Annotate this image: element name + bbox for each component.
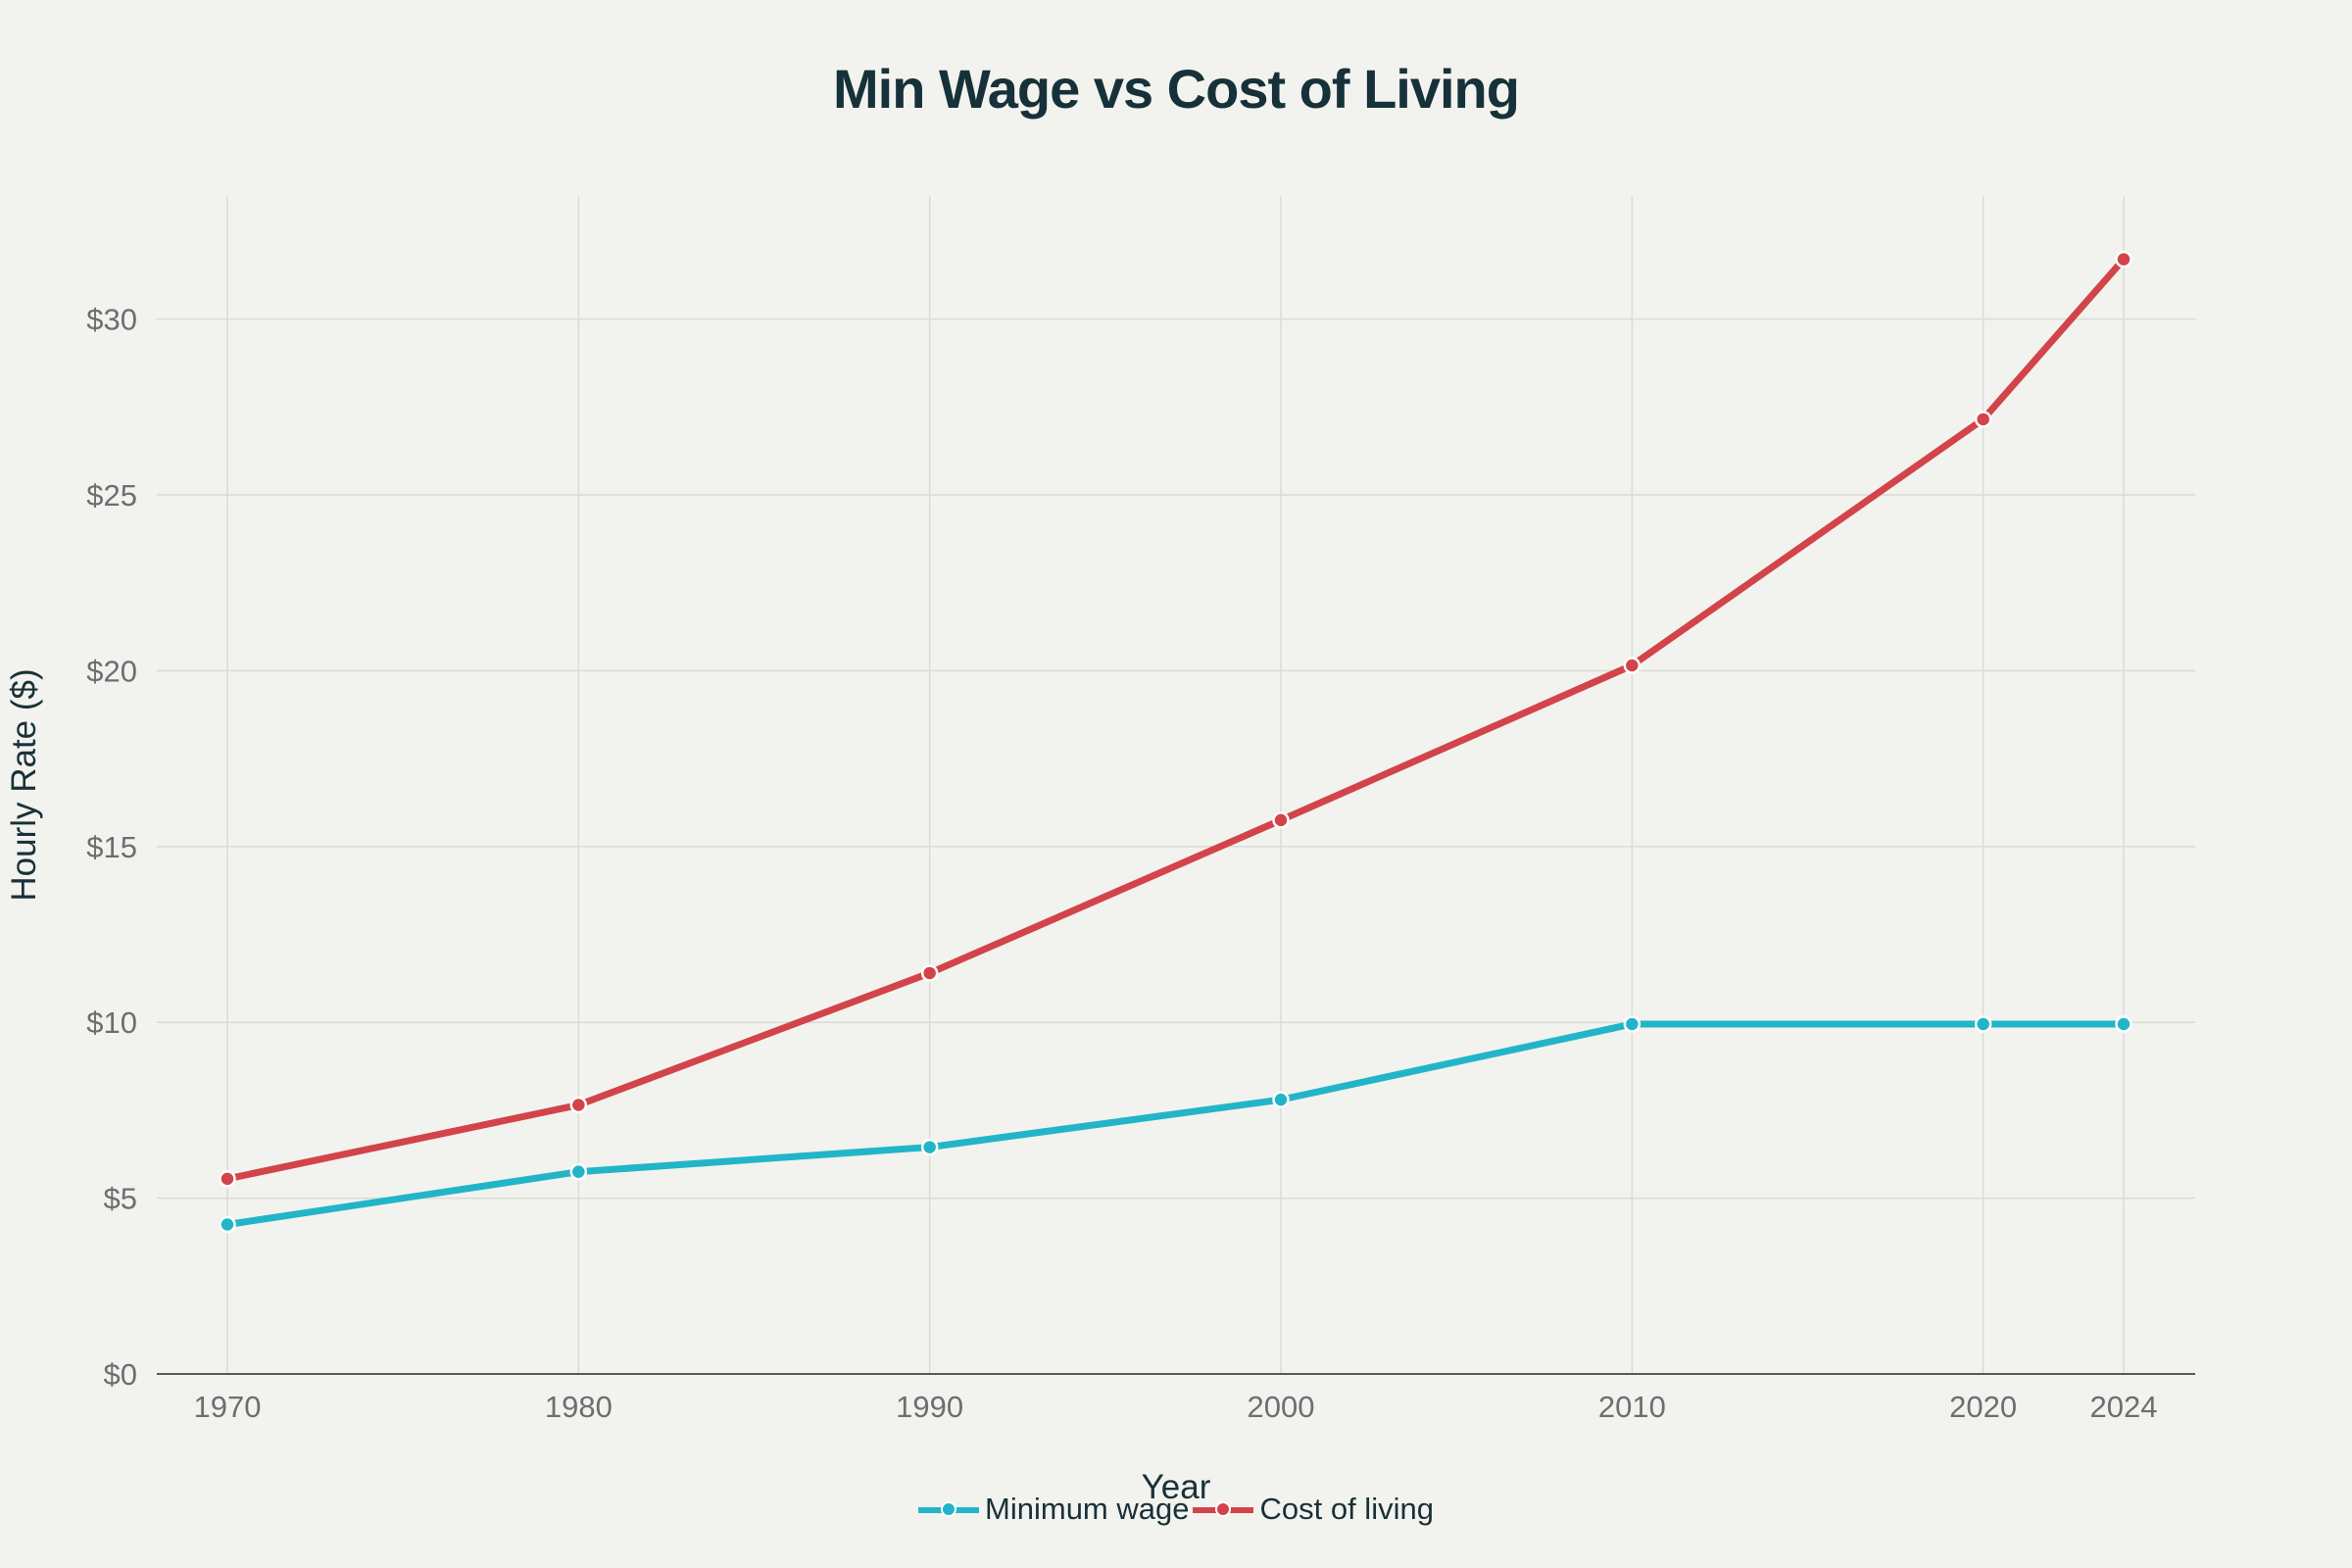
data-point [920, 964, 939, 982]
x-axis-title: Year [1142, 1468, 1211, 1506]
legend-item: Minimum wage [918, 1492, 1189, 1527]
data-point [1623, 1015, 1642, 1033]
series-cost-of-living [219, 250, 2132, 1188]
x-tick-label: 2000 [1248, 1390, 1315, 1424]
chart-title: Min Wage vs Cost of Living [833, 58, 1520, 120]
y-tick-label: $5 [104, 1182, 137, 1216]
data-point [1623, 657, 1642, 674]
y-tick-label: $10 [86, 1005, 137, 1040]
data-point [1272, 1091, 1290, 1108]
data-point [219, 1215, 236, 1234]
x-tick-label: 2020 [1949, 1390, 2017, 1424]
data-point [920, 1138, 939, 1156]
legend-label: Cost of living [1259, 1492, 1434, 1526]
series-minimum-wage [219, 1015, 2132, 1234]
data-point [569, 1162, 588, 1181]
y-axis-title: Hourly Rate ($) [5, 668, 43, 901]
legend-swatch [1193, 1499, 1254, 1519]
data-point [1974, 1015, 1992, 1033]
x-tick-label: 2024 [2090, 1390, 2158, 1424]
y-tick-label: $25 [86, 478, 137, 513]
data-point [569, 1096, 588, 1114]
y-tick-labels: $0 $5 $10 $15 $20 $25 $30 [86, 303, 137, 1392]
legend-label: Minimum wage [985, 1492, 1190, 1526]
y-tick-label: $20 [86, 654, 137, 688]
x-tick-labels: 1970 1980 1990 2000 2010 2020 2024 [194, 1390, 2158, 1424]
data-point [1272, 811, 1290, 829]
x-tick-label: 2010 [1598, 1390, 1666, 1424]
x-tick-label: 1970 [194, 1390, 262, 1424]
data-point [1974, 411, 1992, 428]
gridlines [157, 196, 2195, 1374]
series-line [223, 256, 2128, 1183]
y-tick-label: $30 [86, 303, 137, 337]
x-tick-label: 1990 [896, 1390, 963, 1424]
y-tick-label: $15 [86, 830, 137, 864]
data-point [2115, 250, 2132, 269]
legend-swatch [918, 1499, 980, 1519]
legend: Minimum wage Cost of living [0, 1492, 2352, 1527]
y-tick-label: $0 [104, 1357, 137, 1392]
series [219, 250, 2132, 1234]
x-tick-label: 1980 [545, 1390, 612, 1424]
legend-item: Cost of living [1193, 1492, 1434, 1527]
data-point [2115, 1015, 2132, 1033]
data-point [219, 1170, 236, 1188]
series-line [223, 1020, 2128, 1229]
